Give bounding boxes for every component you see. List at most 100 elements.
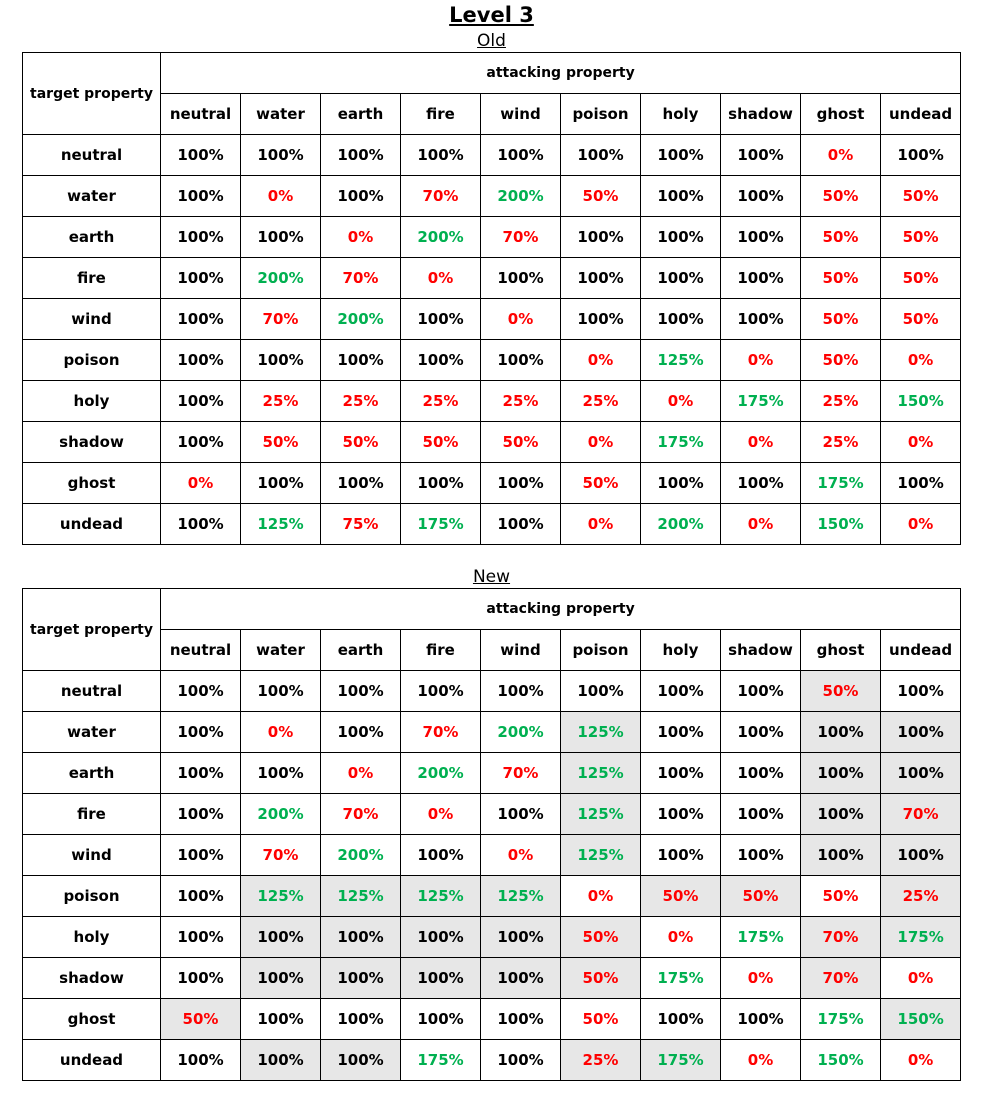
value-cell: 100% xyxy=(160,834,241,876)
row-header-earth: earth xyxy=(22,752,161,794)
value-cell: 50% xyxy=(240,421,321,463)
value-cell: 100% xyxy=(480,793,561,835)
value-cell: 50% xyxy=(800,339,881,381)
value-cell: 70% xyxy=(240,834,321,876)
old-effectiveness-table: target property attacking property neutral… xyxy=(22,52,962,545)
value-cell: 0% xyxy=(879,1039,962,1081)
value-cell: 50% xyxy=(560,998,641,1040)
attacking-property-header: attacking property xyxy=(159,52,962,94)
column-header-water: water xyxy=(240,93,321,135)
value-cell: 100% xyxy=(720,175,801,217)
value-cell: 100% xyxy=(320,1039,401,1081)
row-header-holy: holy xyxy=(22,380,161,422)
attacking-property-header: attacking property xyxy=(159,588,962,630)
value-cell: 100% xyxy=(240,1039,321,1081)
value-cell: 100% xyxy=(480,134,561,176)
value-cell: 100% xyxy=(640,134,721,176)
column-header-neutral: neutral xyxy=(160,93,241,135)
row-header-wind: wind xyxy=(22,834,161,876)
column-header-holy: holy xyxy=(640,629,721,671)
value-cell: 0% xyxy=(560,339,641,381)
column-header-undead: undead xyxy=(879,93,962,135)
value-cell: 100% xyxy=(720,462,801,504)
value-cell: 100% xyxy=(640,834,721,876)
value-cell: 125% xyxy=(560,752,641,794)
table-row: holy 100% 25% 25% 25% 25% 25% 0% 175% 25% 150% xyxy=(22,380,962,422)
value-cell: 125% xyxy=(560,793,641,835)
value-cell: 150% xyxy=(879,380,962,422)
value-cell: 100% xyxy=(480,462,561,504)
column-header-ghost: ghost xyxy=(800,629,881,671)
value-cell: 100% xyxy=(720,834,801,876)
value-cell: 50% xyxy=(800,175,881,217)
value-cell: 100% xyxy=(640,298,721,340)
new-table-label: New xyxy=(472,567,511,587)
row-header-ghost: ghost xyxy=(22,998,161,1040)
value-cell: 50% xyxy=(560,175,641,217)
value-cell: 200% xyxy=(480,711,561,753)
column-header-wind: wind xyxy=(480,93,561,135)
value-cell: 70% xyxy=(240,298,321,340)
value-cell: 0% xyxy=(320,216,401,258)
value-cell: 100% xyxy=(240,216,321,258)
value-cell: 175% xyxy=(400,503,481,545)
value-cell: 0% xyxy=(480,834,561,876)
row-header-wind: wind xyxy=(22,298,161,340)
value-cell: 100% xyxy=(400,462,481,504)
value-cell: 100% xyxy=(160,1039,241,1081)
table-row: ghost 0% 100% 100% 100% 100% 50% 100% 100% 175% 10… xyxy=(22,462,962,504)
row-header-undead: undead xyxy=(22,503,161,545)
row-header-undead: undead xyxy=(22,1039,161,1081)
value-cell: 25% xyxy=(560,380,641,422)
value-cell: 100% xyxy=(160,503,241,545)
value-cell: 175% xyxy=(879,916,962,958)
column-header-earth: earth xyxy=(320,629,401,671)
value-cell: 100% xyxy=(879,711,962,753)
value-cell: 25% xyxy=(480,380,561,422)
row-header-water: water xyxy=(22,175,161,217)
value-cell: 100% xyxy=(160,711,241,753)
value-cell: 125% xyxy=(560,711,641,753)
value-cell: 125% xyxy=(240,503,321,545)
value-cell: 175% xyxy=(720,380,801,422)
table-row: shadow 100% 100% 100% 100% 100% 50% 175% 0% 70% 0% xyxy=(22,957,962,999)
value-cell: 0% xyxy=(400,257,481,299)
value-cell: 100% xyxy=(800,711,881,753)
value-cell: 125% xyxy=(240,875,321,917)
value-cell: 100% xyxy=(320,462,401,504)
table-row: wind 100% 70% 200% 100% 0% 100% 100% 100% 50% 50% xyxy=(22,298,962,340)
table-row: holy 100% 100% 100% 100% 100% 50% 0% 175% 70% 175% xyxy=(22,916,962,958)
value-cell: 0% xyxy=(240,711,321,753)
value-cell: 0% xyxy=(879,503,962,545)
value-cell: 150% xyxy=(800,503,881,545)
table-row: neutral 100% 100% 100% 100% 100% 100% 100% 100% 5… xyxy=(22,670,962,712)
value-cell: 100% xyxy=(160,793,241,835)
value-cell: 125% xyxy=(640,339,721,381)
value-cell: 100% xyxy=(720,257,801,299)
value-cell: 0% xyxy=(720,421,801,463)
value-cell: 100% xyxy=(640,257,721,299)
value-cell: 100% xyxy=(720,134,801,176)
value-cell: 70% xyxy=(800,957,881,999)
value-cell: 100% xyxy=(400,916,481,958)
value-cell: 100% xyxy=(400,339,481,381)
value-cell: 125% xyxy=(400,875,481,917)
value-cell: 100% xyxy=(240,916,321,958)
value-cell: 125% xyxy=(560,834,641,876)
value-cell: 50% xyxy=(800,875,881,917)
value-cell: 200% xyxy=(320,298,401,340)
value-cell: 50% xyxy=(879,175,962,217)
value-cell: 100% xyxy=(480,503,561,545)
value-cell: 200% xyxy=(640,503,721,545)
value-cell: 25% xyxy=(400,380,481,422)
value-cell: 100% xyxy=(320,339,401,381)
value-cell: 70% xyxy=(480,216,561,258)
value-cell: 50% xyxy=(400,421,481,463)
value-cell: 100% xyxy=(560,134,641,176)
column-header-row: neutral water earth fire wind poison holy shado… xyxy=(23,93,962,135)
value-cell: 175% xyxy=(720,916,801,958)
value-cell: 100% xyxy=(640,793,721,835)
table-row: fire 100% 200% 70% 0% 100% 100% 100% 100% 50% 50% xyxy=(22,257,962,299)
old-table-label: Old xyxy=(477,31,506,51)
value-cell: 200% xyxy=(480,175,561,217)
